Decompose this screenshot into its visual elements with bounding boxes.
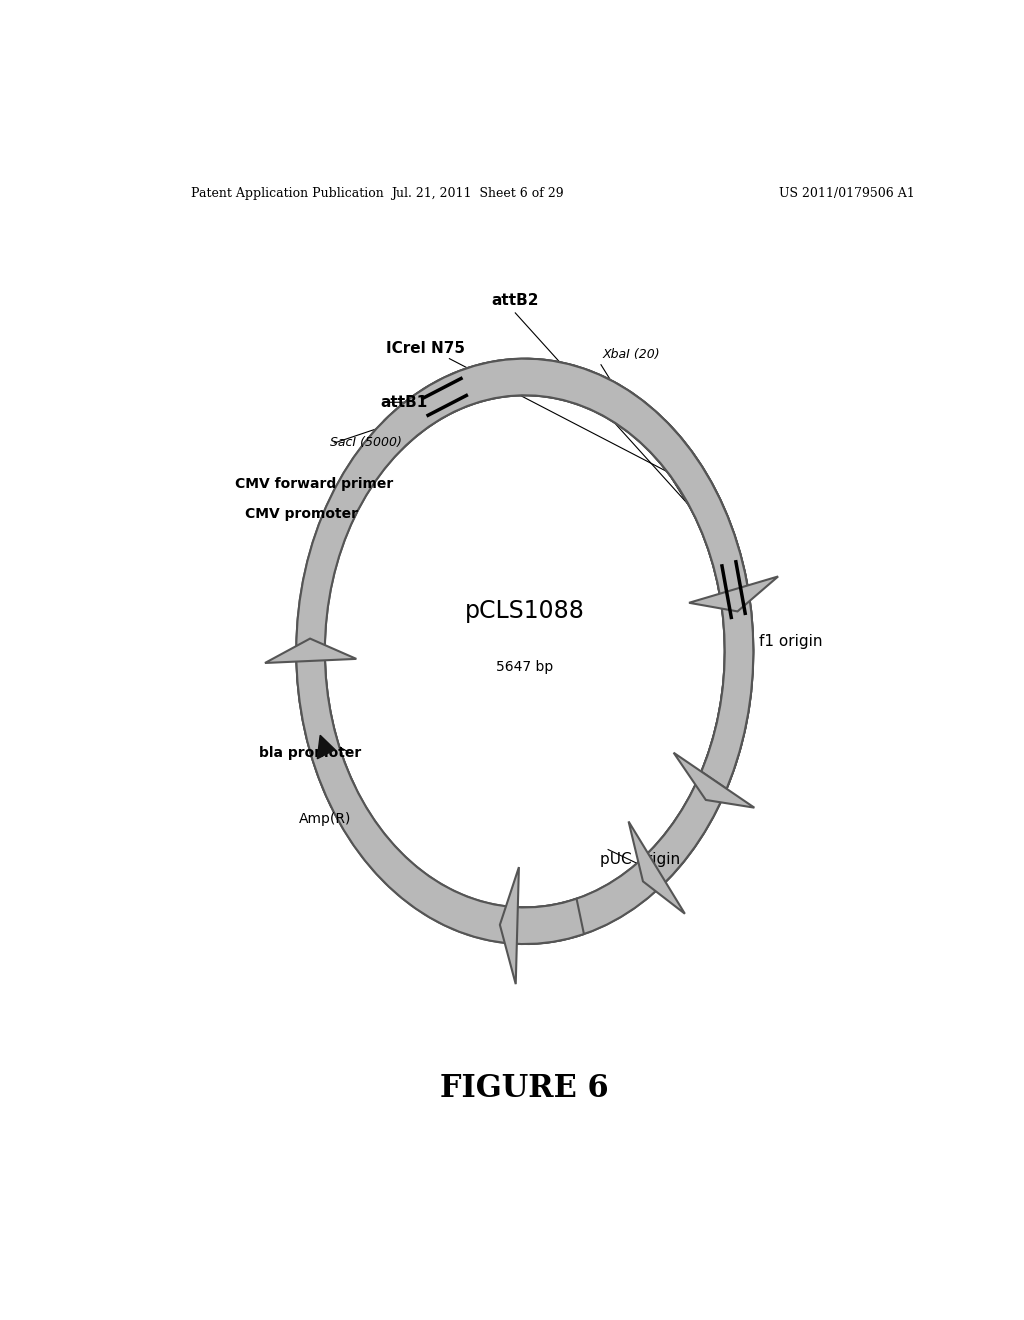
Text: FIGURE 6: FIGURE 6 xyxy=(440,1073,609,1104)
Polygon shape xyxy=(629,821,685,913)
Text: XbaI (20): XbaI (20) xyxy=(602,348,660,362)
Text: CMV forward primer: CMV forward primer xyxy=(236,477,393,491)
Polygon shape xyxy=(296,359,754,944)
Text: SacI (5000): SacI (5000) xyxy=(331,437,402,450)
Polygon shape xyxy=(317,735,335,759)
Text: Patent Application Publication: Patent Application Publication xyxy=(191,187,384,201)
Text: pUC origin: pUC origin xyxy=(600,853,680,867)
Text: pCLS1088: pCLS1088 xyxy=(465,599,585,623)
Text: US 2011/0179506 A1: US 2011/0179506 A1 xyxy=(778,187,914,201)
Text: ICrel N75: ICrel N75 xyxy=(386,341,465,356)
Polygon shape xyxy=(648,686,752,882)
Text: CMV promoter: CMV promoter xyxy=(246,507,358,521)
Polygon shape xyxy=(296,359,754,944)
Polygon shape xyxy=(265,639,356,663)
Text: f1 origin: f1 origin xyxy=(759,634,822,648)
Text: attB2: attB2 xyxy=(492,293,539,308)
Polygon shape xyxy=(689,577,778,611)
Text: bla promoter: bla promoter xyxy=(259,746,361,760)
Polygon shape xyxy=(296,359,754,944)
Polygon shape xyxy=(648,421,748,594)
Text: Jul. 21, 2011  Sheet 6 of 29: Jul. 21, 2011 Sheet 6 of 29 xyxy=(391,187,563,201)
Text: 5647 bp: 5647 bp xyxy=(497,660,553,673)
Polygon shape xyxy=(674,752,755,808)
Text: attB1: attB1 xyxy=(380,395,428,409)
Polygon shape xyxy=(500,867,519,985)
Text: Amp(R): Amp(R) xyxy=(299,812,351,826)
